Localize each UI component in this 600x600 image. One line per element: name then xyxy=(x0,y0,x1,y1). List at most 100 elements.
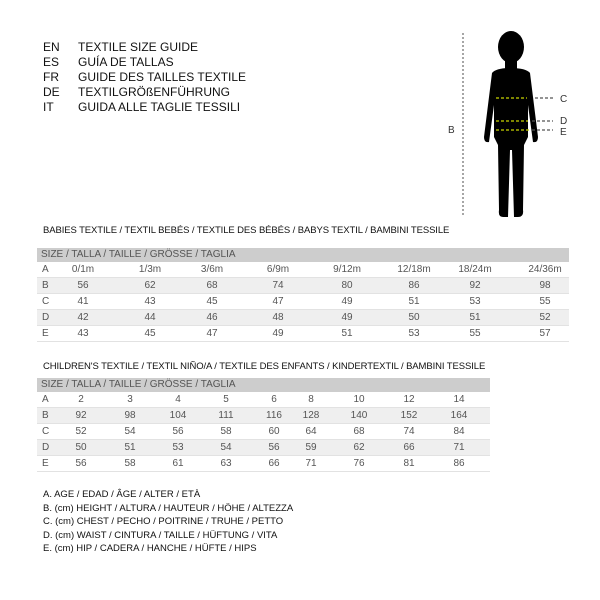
table-row: B 56 62 68 74 80 86 92 98 xyxy=(37,278,569,294)
row-label: D xyxy=(42,442,50,453)
table-cell: 164 xyxy=(450,410,468,421)
table-cell: 14 xyxy=(453,394,465,405)
table-header: SIZE / TALLA / TAILLE / GRÖSSE / TAGLIA xyxy=(37,248,569,262)
table-cell: 6 xyxy=(271,394,277,405)
table-cell: 86 xyxy=(408,280,420,291)
legend-item: A. AGE / EDAD / ÂGE / ALTER / ETÀ xyxy=(43,489,201,500)
table-cell: 51 xyxy=(408,296,420,307)
table-cell: 74 xyxy=(403,426,415,437)
table-cell: 84 xyxy=(453,426,465,437)
table-cell: 47 xyxy=(272,296,284,307)
table-cell: 63 xyxy=(220,458,232,469)
table-cell: 68 xyxy=(206,280,218,291)
table-cell: 59 xyxy=(305,442,317,453)
table-cell: 128 xyxy=(302,410,320,421)
lang-code: DE xyxy=(43,85,60,99)
table-cell: 62 xyxy=(144,280,156,291)
table-cell: 3 xyxy=(127,394,133,405)
lang-code: EN xyxy=(43,40,60,54)
table-cell: 76 xyxy=(353,458,365,469)
table-cell: 56 xyxy=(268,442,280,453)
table-cell: 52 xyxy=(539,312,551,323)
table-cell: 56 xyxy=(172,426,184,437)
table-cell: 51 xyxy=(469,312,481,323)
table-cell: 60 xyxy=(268,426,280,437)
row-label: C xyxy=(42,426,50,437)
title-line-en: EN TEXTILE SIZE GUIDE xyxy=(43,40,246,55)
table-cell: 98 xyxy=(124,410,136,421)
table-cell: 12 xyxy=(403,394,415,405)
table-cell: 3/6m xyxy=(200,264,224,275)
table-cell: 43 xyxy=(77,328,89,339)
table-cell: 86 xyxy=(453,458,465,469)
lang-code: IT xyxy=(43,100,54,114)
table-cell: 46 xyxy=(206,312,218,323)
table-cell: 111 xyxy=(218,410,234,421)
table-cell: 49 xyxy=(341,312,353,323)
guide-title-list: EN TEXTILE SIZE GUIDE ES GUÍA DE TALLAS FR… xyxy=(43,40,246,115)
table-cell: 51 xyxy=(124,442,136,453)
legend-item: C. (cm) CHEST / PECHO / POITRINE / TRUHE… xyxy=(43,516,284,527)
table-row: E 56 58 61 63 66 71 76 81 86 xyxy=(37,456,490,472)
table-cell: 24/36m xyxy=(528,264,562,275)
table-cell: 45 xyxy=(206,296,218,307)
table-cell: 51 xyxy=(341,328,353,339)
table-cell: 152 xyxy=(400,410,418,421)
table-cell: 104 xyxy=(169,410,187,421)
table-row: E 43 45 47 49 51 53 55 57 xyxy=(37,326,569,342)
child-silhouette-figure: B C D E xyxy=(448,31,567,217)
title-line-de: DE TEXTILGRÖßENFÜHRUNG xyxy=(43,85,246,100)
table-cell: 10 xyxy=(353,394,365,405)
table-cell: 56 xyxy=(77,280,89,291)
table-cell: 49 xyxy=(272,328,284,339)
table-cell: 64 xyxy=(305,426,317,437)
table-cell: 43 xyxy=(144,296,156,307)
table-cell: 1/3m xyxy=(138,264,162,275)
measurement-legend: A. AGE / EDAD / ÂGE / ALTER / ETÀ B. (cm… xyxy=(43,488,293,556)
title-text: GUÍA DE TALLAS xyxy=(78,55,174,69)
title-line-fr: FR GUIDE DES TAILLES TEXTILE xyxy=(43,70,246,85)
table-cell: 81 xyxy=(403,458,415,469)
row-label: B xyxy=(42,410,49,421)
legend-item: B. (cm) HEIGHT / ALTURA / HAUTEUR / HÖHE… xyxy=(43,502,294,514)
table-row: C 52 54 56 58 60 64 68 74 84 xyxy=(37,424,490,440)
table-cell: 53 xyxy=(408,328,420,339)
babies-size-table: SIZE / TALLA / TAILLE / GRÖSSE / TAGLIA … xyxy=(37,248,569,342)
legend-item: D. (cm) WAIST / CINTURA / TAILLE / HÜFTU… xyxy=(43,529,278,541)
table-cell: 0/1m xyxy=(71,264,95,275)
children-size-table: SIZE / TALLA / TAILLE / GRÖSSE / TAGLIA … xyxy=(37,378,490,472)
table-cell: 74 xyxy=(272,280,284,291)
title-line-it: IT GUIDA ALLE TAGLIE TESSILI xyxy=(43,100,246,115)
table-cell: 6/9m xyxy=(266,264,290,275)
row-label: E xyxy=(42,458,49,469)
lang-code: ES xyxy=(43,55,60,69)
table-cell: 42 xyxy=(77,312,89,323)
lang-code: FR xyxy=(43,70,59,84)
table-cell: 66 xyxy=(403,442,415,453)
table-cell: 55 xyxy=(539,296,551,307)
table-cell: 4 xyxy=(175,394,181,405)
table-cell: 49 xyxy=(341,296,353,307)
table-cell: 57 xyxy=(539,328,551,339)
table-cell: 54 xyxy=(220,442,232,453)
table-cell: 9/12m xyxy=(333,264,361,275)
table-cell: 18/24m xyxy=(458,264,492,275)
table-cell: 52 xyxy=(75,426,87,437)
row-label: E xyxy=(42,328,49,339)
table-cell: 140 xyxy=(350,410,368,421)
table-cell: 58 xyxy=(124,458,136,469)
title-text: GUIDE DES TAILLES TEXTILE xyxy=(78,70,247,84)
table-cell: 8 xyxy=(308,394,314,405)
table-cell: 71 xyxy=(453,442,465,453)
table-cell: 45 xyxy=(144,328,156,339)
table-cell: 5 xyxy=(223,394,229,405)
table-row: A 0/1m 1/3m 3/6m 6/9m 9/12m 12/18m 18/24m 24/36m xyxy=(37,262,569,278)
table-cell: 50 xyxy=(408,312,420,323)
babies-section-title: BABIES TEXTILE / TEXTIL BEBÉS / TEXTILE … xyxy=(43,225,450,236)
label-b: B xyxy=(448,125,455,136)
table-cell: 48 xyxy=(272,312,284,323)
table-row: D 50 51 53 54 56 59 62 66 71 xyxy=(37,440,490,456)
table-cell: 68 xyxy=(353,426,365,437)
table-cell: 54 xyxy=(124,426,136,437)
table-cell: 44 xyxy=(144,312,156,323)
